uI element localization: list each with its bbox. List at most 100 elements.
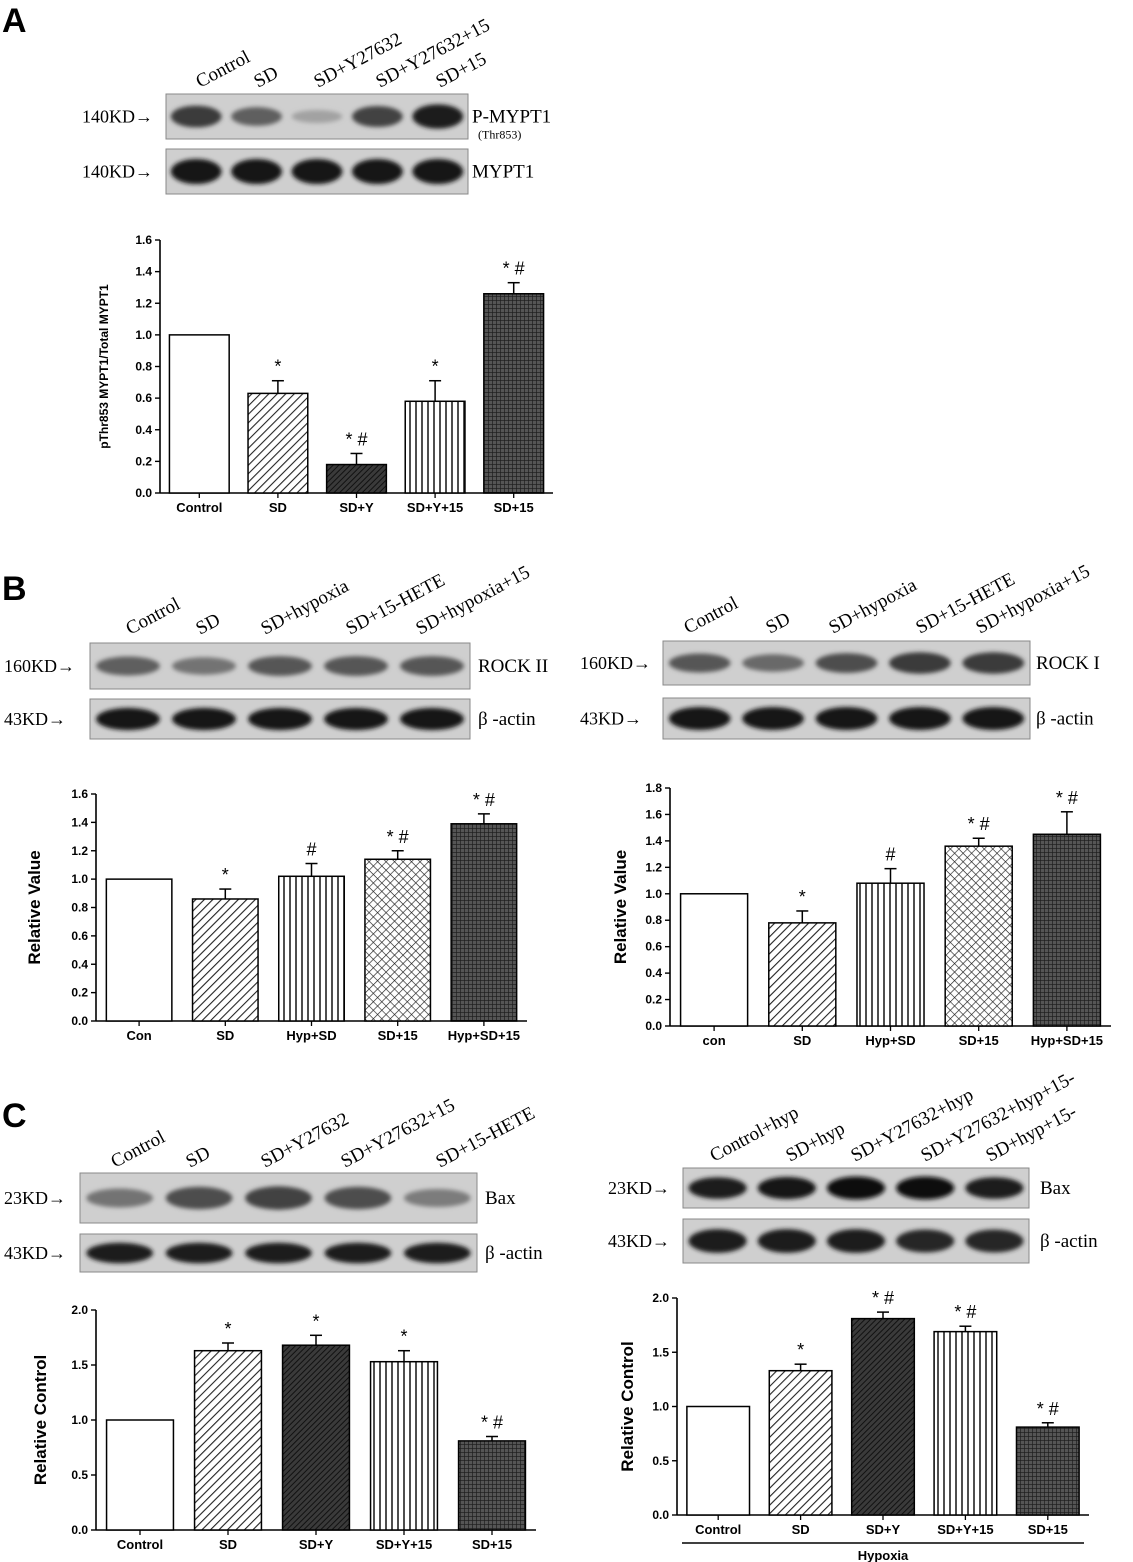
blot-band [668,653,731,673]
blot-band [412,158,464,185]
y-tick-label: 0.0 [645,1019,662,1033]
lane-label: SD [182,1142,213,1172]
y-tick-label: 0.5 [652,1454,669,1468]
category-label: con [703,1033,726,1048]
bar [944,845,1013,1027]
blot-band [352,105,403,128]
protein-label: β -actin [485,1243,543,1264]
kd-marker: 43KD→ [580,709,642,729]
bar [281,1344,351,1531]
category-label: SD [216,1028,234,1043]
blot-band [815,653,878,673]
blot-band [324,1186,392,1210]
y-tick-label: 0.8 [645,913,662,927]
blot-band [231,107,282,126]
bar [325,463,388,494]
category-label: SD+15 [959,1033,999,1048]
protein-label: β -actin [1036,709,1094,730]
blot-band [668,707,731,730]
y-tick-label: 1.6 [645,807,662,821]
lane-label: Control [107,1127,168,1173]
significance-label: * # [1056,788,1078,808]
category-label: SD+Y+15 [407,500,463,515]
category-label: Con [126,1028,151,1043]
blot-band [248,656,312,676]
kd-marker: 160KD→ [580,653,651,673]
protein-label: Bax [485,1188,516,1209]
y-tick-label: 0.0 [135,486,152,500]
protein-label: MYPT1 [472,162,534,183]
y-tick-label: 0.8 [135,360,152,374]
blot-band [231,158,282,185]
kd-marker: 140KD→ [82,107,153,127]
y-tick-label: 1.6 [135,233,152,247]
blot-band [889,707,951,730]
bar [686,1405,751,1516]
y-tick-label: 1.0 [71,1413,88,1427]
significance-label: * # [503,259,525,279]
kd-marker: 23KD→ [4,1188,66,1208]
panel-letter-a: A [2,2,27,40]
blot-band [291,110,343,123]
significance-label: * # [345,429,367,449]
blot-B-left-blot: Control SD SD+hypoxiaSD+15-HETESD+hypoxia+… [4,562,548,740]
bar [247,392,309,494]
blot-band [170,105,222,128]
y-tick-label: 1.4 [645,834,662,848]
y-tick-label: 0.4 [645,966,662,980]
blot-band [742,654,804,672]
category-label: SD+15 [494,500,534,515]
chart-B-left: 0.0 0.2 0.4 0.6 0.8 1.0 1.2 1.4 1.6 Relative Valu… [25,787,527,1043]
category-label: Hyp+SD [865,1033,915,1048]
category-label: Hyp+SD+15 [448,1028,520,1043]
blot-band [965,1177,1024,1199]
lane-label: Control [122,594,183,640]
blot-band [324,1242,392,1264]
y-tick-label: 0.2 [71,986,88,1000]
blot-band [352,158,403,185]
chart-B-right: 0.0 0.2 0.4 0.6 0.8 1.0 1.2 1.4 1.6 1.8 Relative V… [611,781,1111,1048]
category-label: Control [695,1522,741,1537]
y-tick-label: 0.6 [135,391,152,405]
blot-band [324,707,388,731]
category-label: SD [792,1522,810,1537]
y-tick-label: 0.8 [71,901,88,915]
category-label: Control [117,1537,163,1552]
significance-label: * # [968,814,990,834]
blot-C-left-blot: Control SD SD+Y27632SD+Y27632+15SD+15-HETE… [4,1095,543,1273]
significance-label: * # [387,827,409,847]
lane-label: SD [762,608,793,638]
lane-label: SD [192,609,223,639]
blot-band [889,652,951,674]
bar [369,1360,439,1531]
kd-marker: 160KD→ [4,656,75,676]
y-tick-label: 1.0 [71,872,88,886]
significance-label: * # [872,1288,894,1308]
y-tick-label: 0.6 [645,940,662,954]
category-label: Hyp+SD+15 [1031,1033,1103,1048]
panel-letter-c: C [2,1097,27,1135]
blot-band [245,1242,312,1264]
y-tick-label: 0.0 [652,1508,669,1522]
lane-label: SD+hypoxia [825,574,920,638]
blot-band [757,1229,816,1253]
protein-label: Bax [1040,1178,1071,1199]
y-tick-label: 1.0 [652,1400,669,1414]
lane-label: Control [192,47,253,93]
bar [168,334,230,494]
y-tick-label: 0.2 [645,993,662,1007]
y-axis-label: Relative Value [611,850,630,964]
kd-marker: 140KD→ [82,162,153,182]
bar [483,293,545,494]
category-label: SD+Y [866,1522,901,1537]
y-tick-label: 0.5 [71,1468,88,1482]
category-label: SD+Y+15 [376,1537,432,1552]
protein-label: β -actin [1040,1231,1098,1252]
bar-charts: 0.0 0.2 0.4 0.6 0.8 1.0 1.2 1.4 1.6 pThr853 MYPT1… [25,233,1111,1562]
chart-A: 0.0 0.2 0.4 0.6 0.8 1.0 1.2 1.4 1.6 pThr853 MYPT1… [97,233,553,515]
lane-label: Control [680,593,741,639]
bar [105,1419,175,1531]
